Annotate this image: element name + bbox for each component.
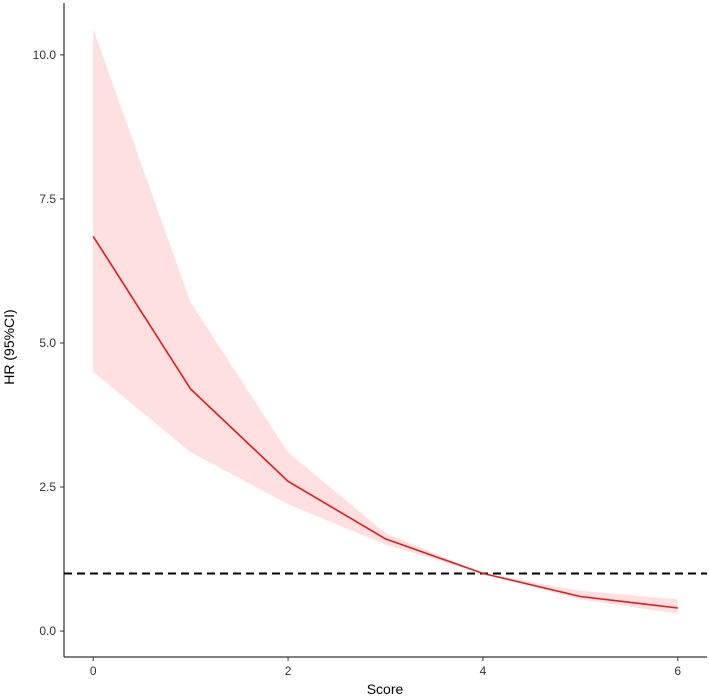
hr-line	[92, 235, 678, 609]
y-tick-label: 10.0	[33, 48, 57, 62]
x-tick-label: 4	[480, 664, 487, 678]
x-axis-title: Score	[367, 681, 404, 697]
y-tick-label: 0.0	[39, 624, 56, 638]
y-tick-label: 5.0	[39, 336, 56, 350]
axes: 0.0 2.5 5.0 7.5 10.0 0 2 4 6	[33, 3, 707, 678]
y-tick-label: 7.5	[39, 192, 56, 206]
x-tick-label: 2	[285, 664, 292, 678]
plot-area	[64, 28, 707, 614]
confidence-band	[93, 28, 678, 614]
y-axis-title: HR (95%CI)	[1, 309, 17, 384]
x-tick-label: 0	[90, 664, 97, 678]
x-tick-label: 6	[674, 664, 681, 678]
y-tick-label: 2.5	[39, 480, 56, 494]
